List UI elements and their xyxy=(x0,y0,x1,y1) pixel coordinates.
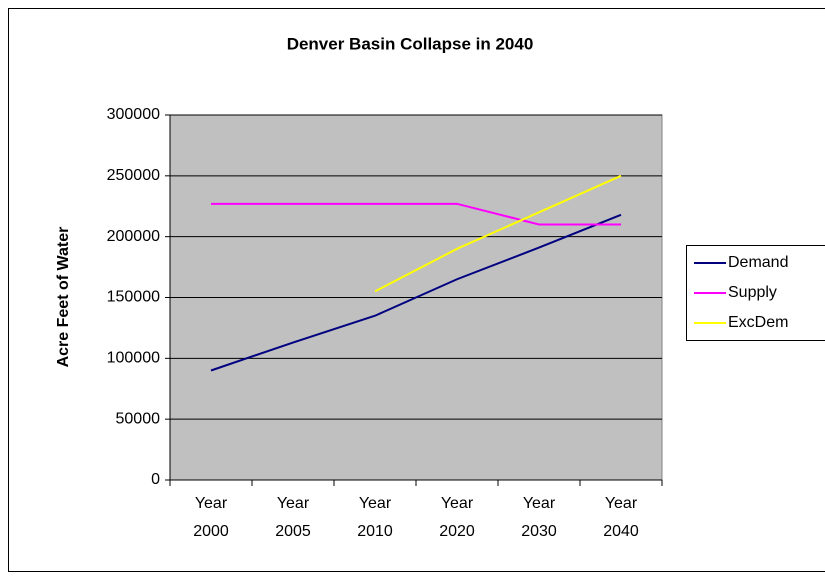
x-tick-label: Year 2020 xyxy=(439,495,475,540)
y-tick-label: 150000 xyxy=(107,289,160,306)
legend-label: ExcDem xyxy=(728,314,788,331)
y-tick-label: 300000 xyxy=(107,106,160,123)
x-tick-label: Year 2005 xyxy=(275,495,311,540)
y-axis-label: Acre Feet of Water xyxy=(55,227,72,368)
x-tick-label: Year 2030 xyxy=(521,495,557,540)
x-tick-label: Year 2040 xyxy=(603,495,639,540)
x-tick-label: Year 2000 xyxy=(193,495,229,540)
line-series xyxy=(210,213,622,372)
chart-title: Denver Basin Collapse in 2040 xyxy=(287,34,534,53)
line-series xyxy=(374,174,622,293)
x-tick-label: Year 2010 xyxy=(357,495,393,540)
y-tick-label: 100000 xyxy=(107,350,160,367)
legend-label: Demand xyxy=(728,254,788,271)
legend-label: Supply xyxy=(728,284,777,301)
line-series xyxy=(211,202,621,226)
y-tick-label: 50000 xyxy=(116,410,161,427)
y-tick-label: 250000 xyxy=(107,167,160,184)
y-tick-label: 200000 xyxy=(107,228,160,245)
y-tick-label: 0 xyxy=(151,471,160,488)
